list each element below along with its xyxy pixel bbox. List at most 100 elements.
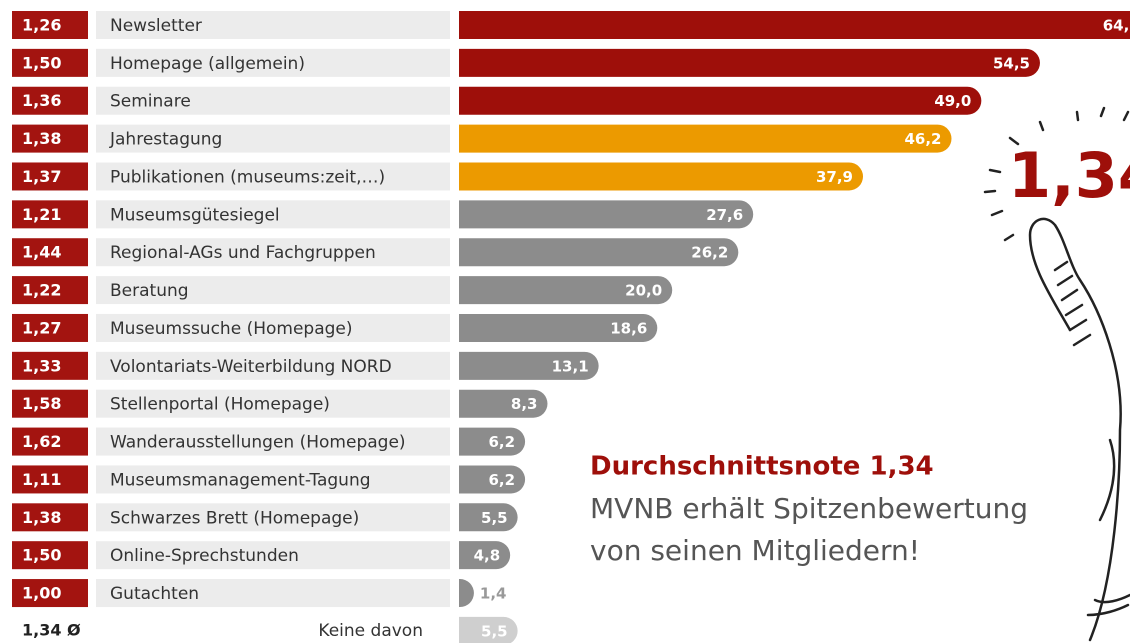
grade-box: [12, 427, 88, 456]
category-label: Homepage (allgemein): [110, 54, 305, 74]
bar: [459, 503, 518, 532]
grade-label: 1,62: [22, 432, 61, 451]
grade-label: 1,26: [22, 16, 61, 35]
category-label: Gutachten: [110, 584, 199, 604]
category-box: [96, 427, 450, 456]
annotation-line: von seinen Mitgliedern!: [590, 534, 920, 567]
bar: [459, 579, 474, 608]
category-box: [96, 579, 450, 608]
category-label: Stellenportal (Homepage): [110, 395, 330, 415]
grade-box: [12, 389, 88, 418]
grade-box: [12, 579, 88, 608]
bar: [459, 351, 599, 380]
bar: [459, 162, 864, 191]
category-box: [96, 162, 450, 191]
bar: [459, 238, 739, 267]
value-label: 1,4: [480, 585, 507, 603]
grade-box: [12, 11, 88, 39]
value-label: 20,0: [625, 282, 662, 300]
category-label: Volontariats-Weiterbildung NORD: [110, 357, 392, 377]
grade-label: 1,58: [22, 394, 61, 413]
grade-label: 1,27: [22, 318, 61, 337]
value-label: 27,6: [706, 206, 743, 224]
value-label: 18,6: [610, 319, 647, 337]
grade-box: [12, 465, 88, 494]
category-label: Jahrestagung: [109, 130, 222, 150]
annotation-line: MVNB erhält Spitzenbewertung: [590, 492, 1028, 525]
grade-box: [12, 313, 88, 342]
grade-box: [12, 124, 88, 153]
grade-label: 1,00: [22, 584, 61, 603]
value-label: 13,1: [552, 357, 589, 375]
bar: [459, 11, 1130, 39]
value-label: 6,2: [489, 433, 516, 451]
value-label: 5,5: [481, 622, 508, 640]
category-label: Museumsmanagement-Tagung: [110, 470, 371, 490]
none-label: Keine davon: [318, 621, 423, 641]
category-box: [96, 276, 450, 305]
grade-box: [12, 48, 88, 77]
category-label: Newsletter: [110, 16, 202, 36]
grade-label: 1,38: [22, 508, 61, 527]
category-box: [96, 200, 450, 229]
category-label: Wanderausstellungen (Homepage): [110, 433, 406, 453]
grade-box: [12, 86, 88, 115]
grade-label: 1,50: [22, 546, 61, 565]
category-label: Museumsgütesiegel: [110, 205, 280, 225]
bar: [459, 48, 1040, 77]
value-label: 64,8: [1103, 17, 1130, 35]
value-label: 37,9: [816, 168, 853, 186]
bar: [459, 389, 548, 418]
bar: [459, 616, 518, 643]
average-label: 1,34 Ø: [22, 620, 81, 639]
bar: [459, 313, 658, 342]
bar: [459, 465, 526, 494]
value-label: 8,3: [511, 395, 538, 413]
category-label: Publikationen (museums:zeit,…): [110, 167, 385, 187]
category-label: Seminare: [110, 92, 191, 112]
grade-label: 1,38: [22, 129, 61, 148]
bar: [459, 427, 526, 456]
value-label: 6,2: [489, 471, 516, 489]
category-label: Regional-AGs und Fachgruppen: [110, 243, 376, 263]
grade-label: 1,36: [22, 91, 61, 110]
badge: 1,34: [1008, 139, 1130, 212]
grade-label: 1,22: [22, 281, 61, 300]
grade-label: 1,50: [22, 53, 61, 72]
category-box: [96, 503, 450, 532]
category-box: [96, 86, 450, 115]
category-box: [96, 11, 450, 39]
value-label: 5,5: [481, 509, 508, 527]
value-label: 4,8: [474, 547, 501, 565]
grade-label: 1,11: [22, 470, 61, 489]
category-label: Schwarzes Brett (Homepage): [110, 508, 359, 528]
value-label: 54,5: [993, 54, 1030, 72]
grade-box: [12, 238, 88, 267]
bar: [459, 86, 982, 115]
value-label: 46,2: [904, 130, 941, 148]
grade-label: 1,44: [22, 243, 61, 262]
bar: [459, 200, 754, 229]
grade-label: 1,37: [22, 167, 61, 186]
bar: [459, 276, 673, 305]
grade-box: [12, 351, 88, 380]
grade-box: [12, 503, 88, 532]
grade-box: [12, 541, 88, 570]
grade-box: [12, 200, 88, 229]
value-label: 26,2: [691, 244, 728, 262]
category-box: [96, 389, 450, 418]
thumb-drawing: [983, 106, 1130, 642]
category-box: [96, 351, 450, 380]
annotation-title: Durchschnittsnote 1,34: [590, 452, 934, 482]
grade-box: [12, 162, 88, 191]
grade-box: [12, 276, 88, 305]
category-box: [96, 48, 450, 77]
category-label: Museumssuche (Homepage): [110, 319, 353, 339]
category-label: Beratung: [110, 281, 189, 301]
category-box: [96, 541, 450, 570]
bar: [459, 124, 952, 153]
grade-label: 1,21: [22, 205, 61, 224]
value-label: 49,0: [934, 92, 971, 110]
